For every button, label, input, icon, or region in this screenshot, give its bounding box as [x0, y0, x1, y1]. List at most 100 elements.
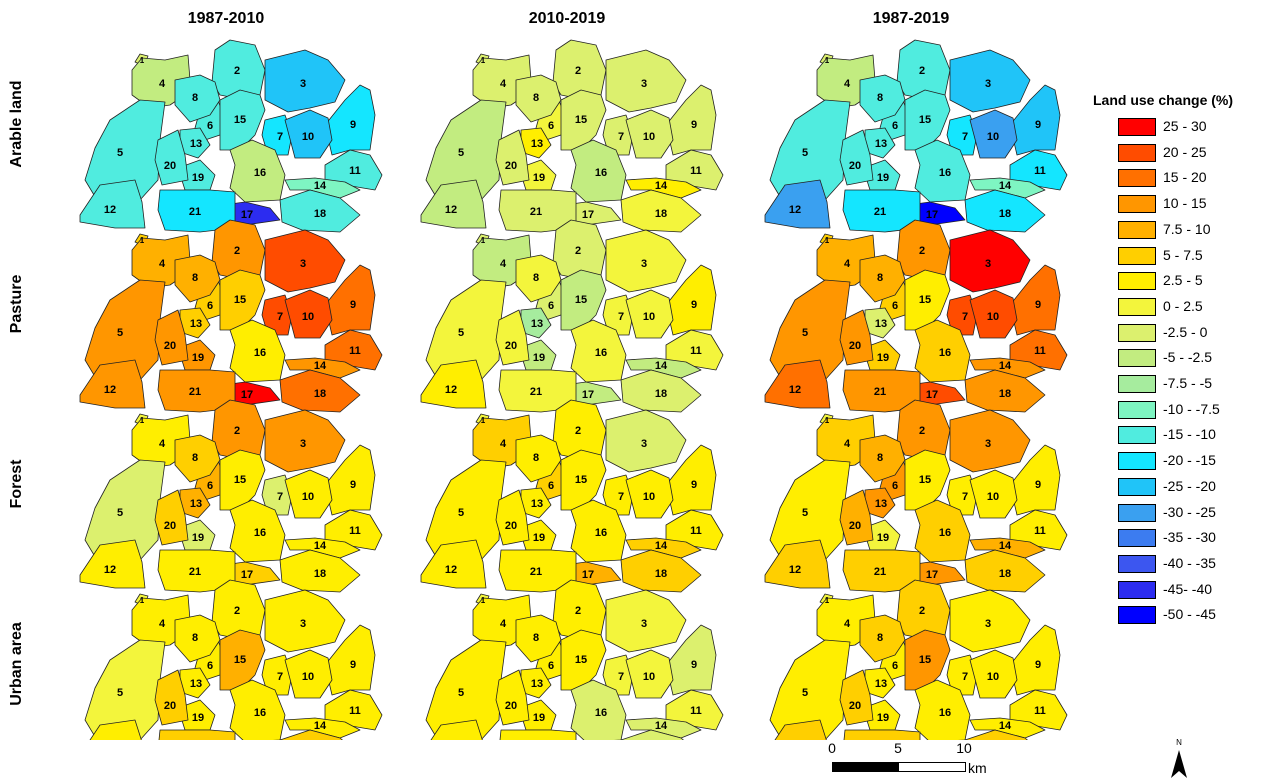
subbasin-label: 10 — [987, 311, 999, 323]
legend-swatch — [1118, 452, 1156, 471]
subbasin-15 — [219, 89, 266, 151]
scale-bar-white-segment — [898, 762, 966, 772]
subbasin-label: 13 — [875, 678, 887, 690]
subbasin-14 — [284, 177, 361, 199]
subbasin-7 — [602, 654, 634, 696]
subbasin-label: 3 — [985, 78, 991, 90]
subbasin-label: 17 — [926, 389, 938, 401]
subbasin-14 — [284, 537, 361, 559]
subbasin-label: 2 — [919, 605, 925, 617]
subbasin-label: 10 — [302, 131, 314, 143]
subbasin-16 — [570, 679, 627, 740]
subbasin-label: 5 — [117, 507, 123, 519]
subbasin-label: 16 — [595, 167, 607, 179]
subbasin-label: 2 — [234, 65, 240, 77]
subbasin-label: 5 — [458, 327, 464, 339]
subbasin-label: 13 — [190, 678, 202, 690]
subbasin-16 — [914, 679, 971, 740]
legend-label: 25 - 30 — [1163, 118, 1207, 134]
subbasin-15 — [904, 269, 951, 331]
subbasin-label: 9 — [691, 119, 697, 131]
subbasin-label: 13 — [875, 138, 887, 150]
subbasin-label: 5 — [117, 327, 123, 339]
legend-item: 20 - 25 — [1118, 142, 1266, 162]
subbasin-label: 1 — [825, 596, 830, 605]
subbasin-20 — [495, 489, 530, 546]
legend-label: -45- -40 — [1163, 580, 1213, 597]
legend-item: -40 - -35 — [1118, 553, 1266, 573]
subbasin-label: 12 — [445, 384, 457, 396]
subbasin-label: 5 — [117, 147, 123, 159]
subbasin-label: 7 — [618, 131, 624, 143]
subbasin-label: 9 — [350, 119, 356, 131]
north-arrow-icon: N — [1168, 738, 1190, 780]
subbasin-3 — [264, 49, 346, 113]
subbasin-label: 13 — [531, 318, 543, 330]
legend-swatch — [1118, 272, 1156, 291]
subbasin-label: 20 — [849, 700, 861, 712]
subbasin-label: 12 — [104, 564, 116, 576]
legend-item: 0 - 2.5 — [1118, 296, 1266, 316]
subbasin-label: 9 — [350, 479, 356, 491]
subbasin-label: 15 — [234, 294, 246, 306]
subbasin-8 — [515, 74, 562, 123]
subbasin-label: 20 — [505, 700, 517, 712]
subbasin-label: 5 — [802, 687, 808, 699]
subbasin-7 — [261, 114, 293, 156]
subbasin-label: 2 — [919, 65, 925, 77]
legend-item: -50 - -45 — [1118, 604, 1266, 625]
subbasin-label: 1 — [825, 416, 830, 425]
subbasin-14 — [625, 177, 702, 199]
subbasin-3 — [605, 229, 687, 293]
legend-swatch — [1118, 375, 1156, 393]
subbasin-label: 15 — [234, 654, 246, 666]
legend-item: -15 - -10 — [1118, 424, 1266, 445]
subbasin-label: 2 — [575, 245, 581, 257]
legend-swatch — [1118, 426, 1156, 445]
subbasin-7 — [261, 654, 293, 696]
subbasin-label: 10 — [987, 131, 999, 143]
subbasin-label: 14 — [655, 540, 668, 552]
subbasin-label: 15 — [575, 294, 587, 306]
subbasin-label: 14 — [655, 180, 668, 192]
subbasin-label: 7 — [618, 311, 624, 323]
subbasin-15 — [219, 269, 266, 331]
legend-swatch — [1118, 323, 1156, 342]
subbasin-label: 3 — [641, 438, 647, 450]
legend-swatch — [1118, 477, 1156, 496]
subbasin-label: 10 — [643, 311, 655, 323]
subbasin-label: 20 — [849, 520, 861, 532]
legend-item: 5 - 7.5 — [1118, 245, 1266, 265]
subbasin-label: 14 — [999, 360, 1012, 372]
subbasin-15 — [904, 89, 951, 151]
legend-label: -50 - -45 — [1163, 606, 1216, 623]
scale-tick-10: 10 — [956, 740, 972, 756]
subbasin-label: 19 — [533, 712, 545, 724]
subbasin-label: 11 — [690, 165, 702, 177]
subbasin-label: 1 — [481, 416, 486, 425]
subbasin-label: 11 — [690, 525, 702, 537]
subbasin-label: 16 — [939, 527, 951, 539]
subbasin-label: 2 — [919, 425, 925, 437]
subbasin-19 — [518, 159, 557, 191]
legend-swatch — [1118, 246, 1156, 265]
subbasin-12 — [79, 539, 146, 589]
subbasin-label: 6 — [548, 300, 554, 312]
subbasin-label: 4 — [159, 618, 166, 630]
subbasin-label: 21 — [874, 386, 886, 398]
legend-label: -20 - -15 — [1163, 452, 1216, 469]
subbasin-label: 8 — [877, 272, 883, 284]
subbasin-label: 1 — [481, 596, 486, 605]
subbasin-label: 1 — [140, 56, 145, 65]
subbasin-label: 6 — [892, 120, 898, 132]
subbasin-label: 17 — [582, 209, 594, 221]
subbasin-label: 11 — [690, 345, 702, 357]
subbasin-label: 19 — [877, 172, 889, 184]
subbasin-label: 7 — [962, 671, 968, 683]
subbasin-label: 2 — [575, 425, 581, 437]
subbasin-label: 4 — [500, 618, 507, 630]
subbasin-3 — [264, 589, 346, 653]
subbasin-5 — [84, 639, 166, 740]
